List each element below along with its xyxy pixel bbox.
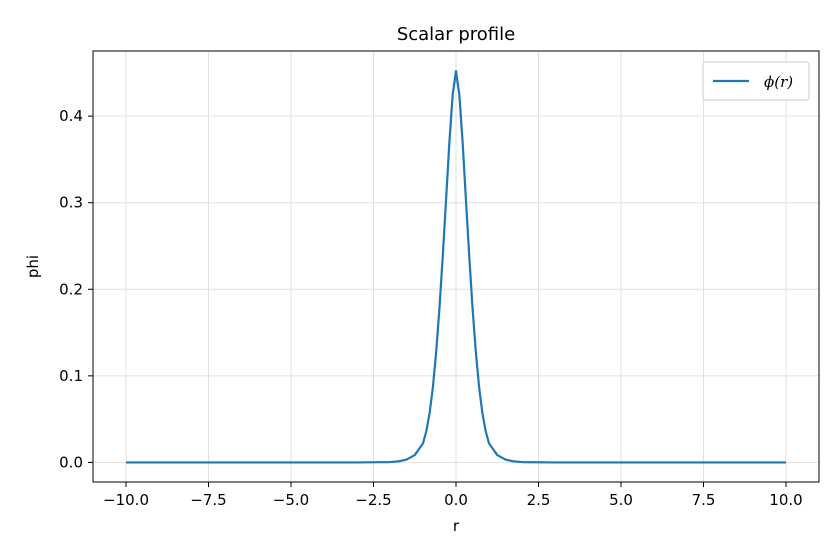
- x-tick-label: −5.0: [273, 491, 309, 509]
- x-tick-label: 7.5: [692, 491, 716, 509]
- x-axis-title: r: [453, 517, 460, 535]
- series-line: [126, 69, 786, 464]
- y-tick-label: 0.2: [59, 280, 83, 298]
- x-tick-label: −2.5: [355, 491, 391, 509]
- x-tick-label: 10.0: [769, 491, 802, 509]
- legend-box: [702, 61, 810, 101]
- x-tick-label: −10.0: [103, 491, 149, 509]
- x-tick-label: −7.5: [190, 491, 226, 509]
- chart-title: Scalar profile: [397, 24, 515, 45]
- y-tick-label: 0.3: [59, 194, 83, 212]
- x-tick-label: 2.5: [527, 491, 551, 509]
- y-tick-label: 0.4: [59, 107, 83, 125]
- legend: ϕ(r): [702, 61, 810, 101]
- x-tick-label: 0.0: [444, 491, 468, 509]
- x-axis: −10.0 −7.5 −5.0 −2.5 0.0 2.5 5.0 7.5 10.0: [103, 482, 803, 509]
- y-axis-title: phi: [24, 255, 42, 278]
- legend-label: ϕ(r): [764, 73, 793, 91]
- y-tick-label: 0.1: [59, 367, 83, 385]
- series-layer: [126, 69, 786, 464]
- x-tick-label: 5.0: [609, 491, 633, 509]
- y-axis: 0.0 0.1 0.2 0.3 0.4: [59, 107, 93, 471]
- y-tick-label: 0.0: [59, 453, 83, 471]
